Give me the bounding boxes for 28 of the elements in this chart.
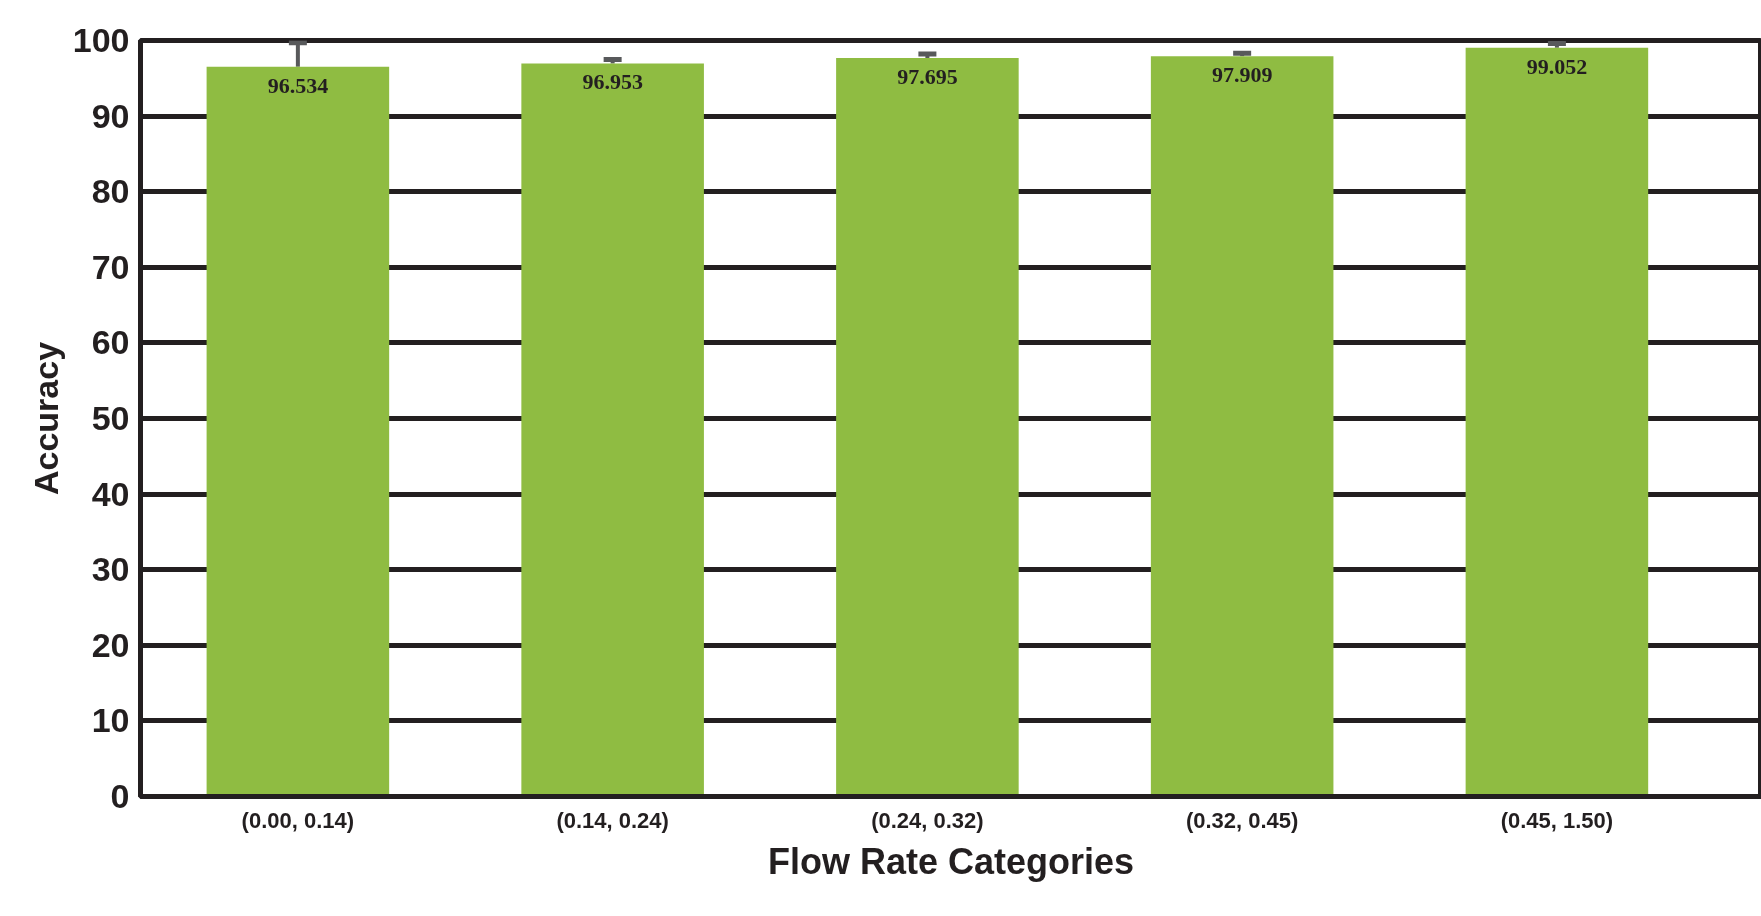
data-label: 96.953: [582, 69, 643, 95]
x-axis-title: Flow Rate Categories: [767, 840, 1135, 882]
x-tick-label: (0.32, 0.45): [1185, 807, 1299, 833]
y-tick-label: 0: [110, 777, 130, 815]
y-tick-label: 10: [91, 701, 130, 740]
y-tick-label: 70: [91, 247, 130, 286]
y-tick-label: 100: [72, 21, 130, 59]
y-tick-label: 50: [91, 399, 130, 437]
bar: [1465, 47, 1649, 797]
data-label: 96.534: [267, 72, 329, 98]
x-tick-label: (0.00, 0.14): [241, 807, 355, 833]
data-label: 99.052: [1526, 53, 1588, 79]
x-tick-label: (0.14, 0.24): [556, 807, 669, 833]
y-axis-title: Accuracy: [26, 341, 65, 496]
bar: [836, 57, 1019, 797]
y-tick-label: 20: [91, 625, 130, 664]
y-tick-label: 80: [91, 172, 130, 211]
x-tick-label: (0.24, 0.32): [871, 807, 984, 833]
bar: [521, 63, 704, 797]
y-tick-label: 30: [91, 550, 130, 589]
y-tick-label: 40: [91, 474, 130, 513]
data-label: 97.909: [1211, 62, 1273, 88]
y-tick-label: 90: [91, 96, 130, 135]
data-label: 97.695: [897, 63, 958, 89]
x-tick-label: (0.45, 1.50): [1500, 807, 1614, 833]
y-tick-label: 60: [91, 323, 130, 362]
bar: [206, 66, 390, 797]
bar: [1150, 56, 1334, 797]
